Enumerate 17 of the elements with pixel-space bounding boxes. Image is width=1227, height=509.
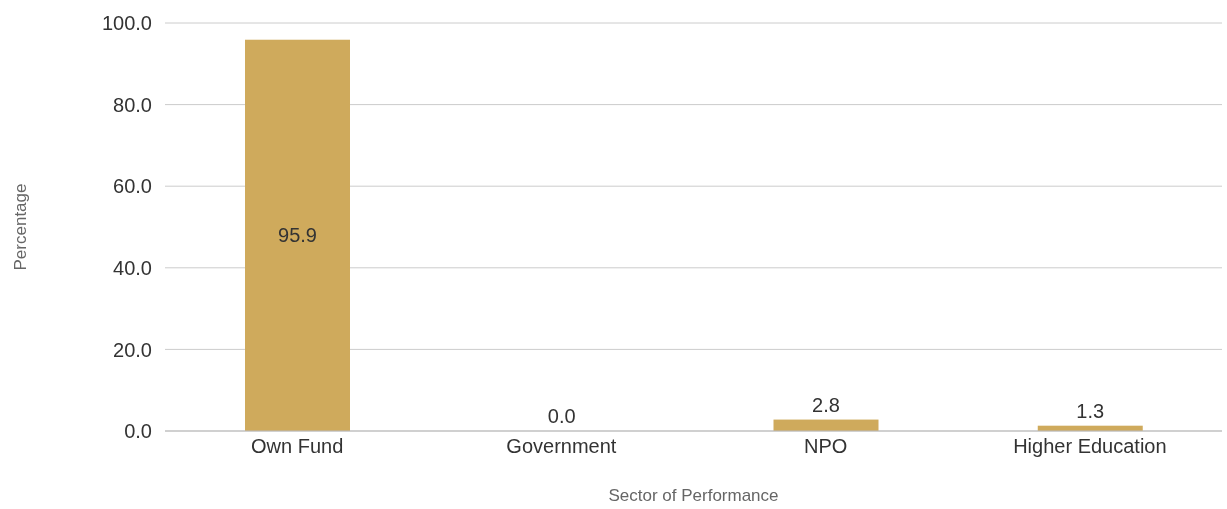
x-axis-title: Sector of Performance (608, 486, 779, 505)
y-tick-label: 80.0 (113, 93, 152, 116)
data-label: 2.8 (812, 393, 840, 416)
data-label: 0.0 (547, 405, 576, 427)
x-tick-label: Own Fund (250, 435, 344, 458)
y-tick-label: 40.0 (113, 256, 152, 279)
data-label: 1.3 (1076, 399, 1105, 422)
y-axis-title: Percentage (11, 183, 31, 271)
bar (245, 39, 350, 431)
y-tick-label: 100.0 (101, 12, 152, 35)
y-tick-label: 20.0 (113, 338, 152, 361)
x-tick-label: NPO (803, 435, 848, 458)
data-label: 95.9 (278, 224, 317, 247)
x-tick-label: Higher Education (1013, 435, 1167, 458)
y-tick-label: 0.0 (124, 420, 152, 443)
y-tick-label: 60.0 (113, 175, 152, 198)
x-tick-label: Government (506, 435, 617, 458)
